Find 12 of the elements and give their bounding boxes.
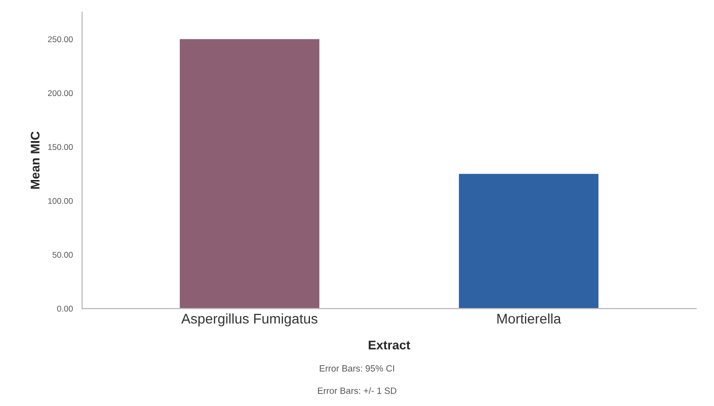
y-tick-label: 0.00: [57, 306, 73, 312]
y-tick-label: 200.00: [48, 90, 73, 96]
y-tick-label: 150.00: [48, 144, 73, 150]
y-tick-label: 250.00: [48, 36, 73, 42]
y-axis-title: Mean MIC: [30, 132, 40, 189]
x-tick-label: Aspergillus Fumigatus: [181, 313, 318, 326]
x-tick-label: Mortierella: [497, 313, 562, 324]
x-axis-title: Extract: [368, 340, 410, 350]
y-tick-label: 100.00: [48, 198, 73, 204]
y-tick-label: 50.00: [52, 252, 73, 258]
text: Error Bars: +/- 1 SD: [318, 387, 396, 394]
text: Error Bars: 95% CI: [320, 365, 394, 372]
